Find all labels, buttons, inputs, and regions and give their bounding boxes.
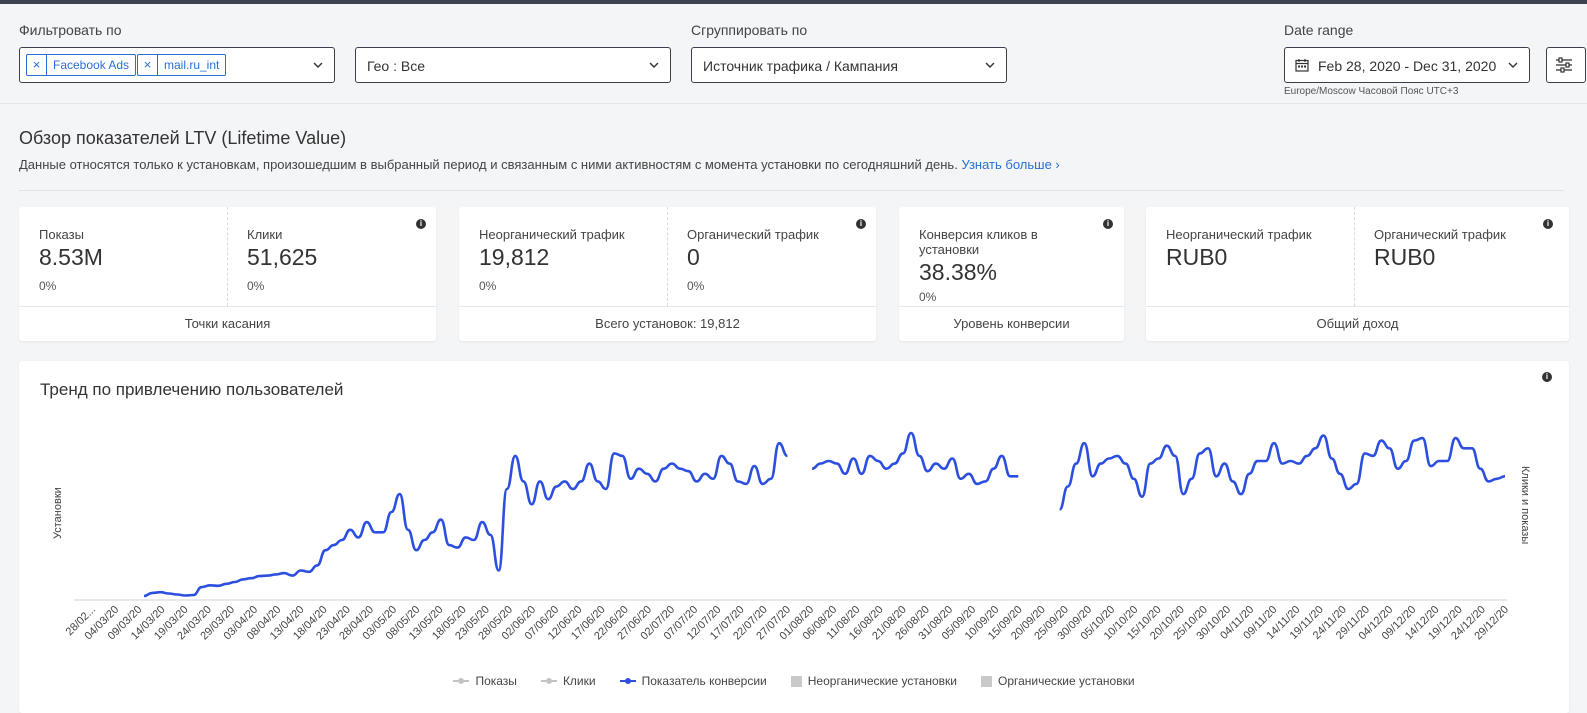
info-icon[interactable]: i [1103, 219, 1113, 229]
metric-change: 0% [479, 279, 497, 293]
legend-label: Показатель конверсии [641, 674, 767, 688]
conversion-series-line [143, 441, 788, 598]
metric-label: Неорганический трафик [479, 227, 625, 242]
metric-label: Конверсия кликов в установки [919, 227, 1038, 257]
legend-label: Клики [562, 674, 596, 688]
card-installs: Неорганический трафик 19,812 0% Органиче… [459, 207, 876, 341]
trend-chart: 28/02...04/03/2009/03/2014/03/2019/03/20… [64, 431, 1511, 642]
overview-description: Данные относятся только к установкам, пр… [19, 157, 1060, 172]
card-footer: Точки касания [19, 306, 436, 341]
chart-legend: Показы Клики Показатель конверсии Неорганич… [19, 674, 1569, 688]
tag-facebook-ads[interactable]: × Facebook Ads [26, 54, 137, 76]
tag-remove-icon[interactable]: × [27, 55, 47, 75]
metric-label: Неорганический трафик [1166, 227, 1312, 242]
legend-swatch [453, 678, 470, 684]
filters-bar: Фильтровать по × Facebook Ads × mail.ru_… [0, 4, 1587, 104]
metric-label: Органический трафик [1374, 227, 1506, 242]
overview-description-text: Данные относятся только к установкам, пр… [19, 157, 958, 172]
metric-value: 19,812 [479, 244, 550, 270]
date-label: Date range [1284, 22, 1354, 38]
legend-label: Показы [475, 674, 517, 688]
metric-value: RUB0 [1166, 244, 1228, 270]
metric-value: RUB0 [1374, 244, 1436, 270]
card-touchpoints: Показы 8.53M 0% Клики 51,625 0% i Точки … [19, 207, 436, 341]
card-separator [667, 207, 668, 306]
metric-label: Клики [247, 227, 283, 242]
tag-label: mail.ru_int [164, 58, 220, 72]
geo-select[interactable]: Гео : Все [355, 47, 671, 83]
metric-revenue-nonorganic: Неорганический трафик RUB0 [1166, 227, 1312, 271]
tag-mailru-int[interactable]: × mail.ru_int [137, 54, 227, 76]
metric-revenue-organic: Органический трафик RUB0 [1374, 227, 1506, 271]
metric-change: 0% [39, 279, 57, 293]
card-conversion: Конверсия кликов в установки 38.38% 0% i… [899, 207, 1124, 341]
chevron-down-icon [649, 62, 659, 68]
legend-swatch [790, 675, 802, 687]
metric-label: Органический трафик [687, 227, 819, 242]
metric-change: 0% [687, 279, 705, 293]
chart-title: Тренд по привлечению пользователей [40, 380, 344, 399]
metric-clicks: Клики 51,625 0% [247, 227, 317, 293]
timezone-note: Europe/Moscow Часовой Пояс UTC+3 [1284, 86, 1459, 97]
chevron-down-icon [985, 62, 995, 68]
tag-label: Facebook Ads [53, 58, 130, 72]
group-label: Сгруппировать по [691, 22, 808, 38]
group-select[interactable]: Источник трафика / Кампания [691, 47, 1007, 83]
conversion-series-line [811, 431, 1019, 486]
filter-select[interactable]: × Facebook Ads × mail.ru_int [19, 47, 335, 83]
legend-label: Органические установки [998, 674, 1135, 688]
settings-button[interactable] [1546, 47, 1586, 83]
metric-conversion: Конверсия кликов в установки 38.38% 0% [919, 227, 1089, 304]
metric-value: 38.38% [919, 259, 998, 285]
trend-chart-card: Тренд по привлечению пользователей i Уст… [19, 361, 1569, 713]
legend-item[interactable]: Неорганические установки [790, 674, 957, 688]
chevron-down-icon [313, 62, 323, 68]
geo-value: Гео : Все [367, 58, 426, 74]
info-icon[interactable]: i [416, 219, 426, 229]
metric-value: 0 [687, 244, 700, 270]
legend-item[interactable]: Органические установки [981, 674, 1135, 688]
metric-nonorganic: Неорганический трафик 19,812 0% [479, 227, 625, 293]
group-value: Источник трафика / Кампания [703, 58, 898, 74]
conversion-series-line [1058, 434, 1506, 511]
metric-impressions: Показы 8.53M 0% [39, 227, 103, 293]
legend-label: Неорганические установки [807, 674, 957, 688]
card-footer: Уровень конверсии [899, 306, 1124, 341]
section-divider [19, 190, 1564, 191]
info-icon[interactable]: i [1543, 219, 1553, 229]
metric-value: 51,625 [247, 244, 318, 270]
calendar-icon [1295, 59, 1309, 72]
metric-change: 0% [247, 279, 265, 293]
legend-item[interactable]: Клики [540, 674, 596, 688]
metric-change: 0% [919, 290, 937, 304]
overview-title: Обзор показателей LTV (Lifetime Value) [19, 128, 347, 148]
card-footer: Общий доход [1146, 306, 1569, 341]
metric-label: Показы [39, 227, 84, 242]
filter-label: Фильтровать по [19, 22, 122, 38]
date-range-select[interactable]: Feb 28, 2020 - Dec 31, 2020 [1284, 47, 1530, 83]
legend-item[interactable]: Показы [453, 674, 517, 688]
sliders-icon [1556, 57, 1572, 73]
tag-remove-icon[interactable]: × [138, 55, 158, 75]
metric-organic: Органический трафик 0 0% [687, 227, 819, 293]
learn-more-link[interactable]: Узнать больше › [961, 157, 1060, 172]
chevron-down-icon [1508, 62, 1518, 68]
card-revenue: Неорганический трафик RUB0 Органический … [1146, 207, 1569, 341]
metric-value: 8.53M [39, 244, 103, 270]
legend-swatch [540, 678, 557, 684]
card-footer: Всего установок: 19,812 [459, 306, 876, 341]
card-separator [227, 207, 228, 306]
top-bar [0, 0, 1587, 4]
info-icon[interactable]: i [1542, 372, 1552, 382]
legend-swatch [619, 678, 636, 684]
legend-item[interactable]: Показатель конверсии [619, 674, 767, 688]
info-icon[interactable]: i [856, 219, 866, 229]
date-range-value: Feb 28, 2020 - Dec 31, 2020 [1318, 58, 1497, 74]
legend-swatch [981, 675, 992, 687]
card-separator [1354, 207, 1355, 306]
